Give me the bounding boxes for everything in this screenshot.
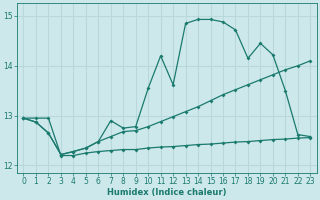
X-axis label: Humidex (Indice chaleur): Humidex (Indice chaleur) <box>107 188 227 197</box>
